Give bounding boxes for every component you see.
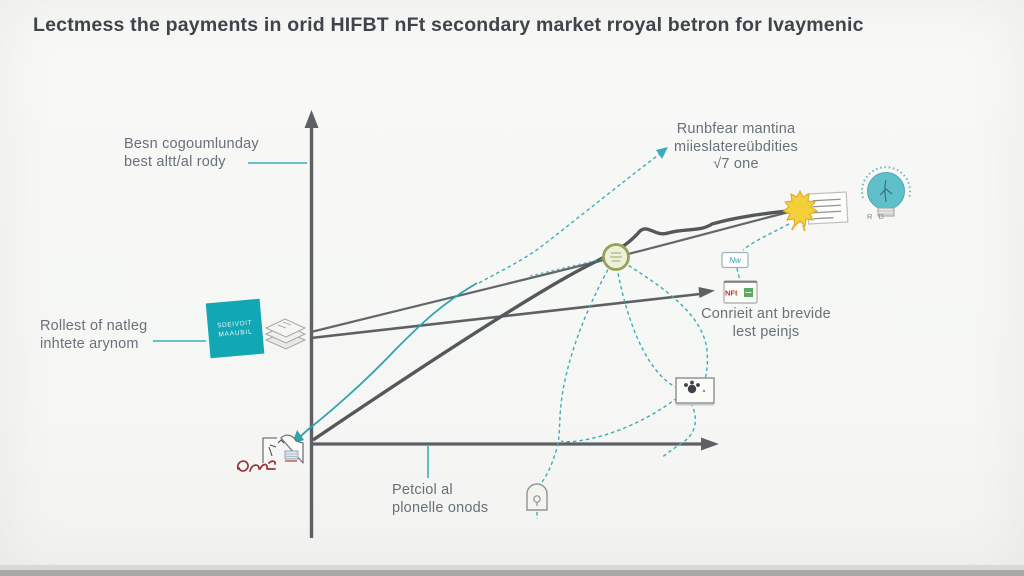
padlock-icon xyxy=(526,483,548,511)
award-badge-icon xyxy=(781,189,849,232)
coin-icon xyxy=(602,243,630,271)
label-top-right-line1: Runbfear mantina xyxy=(676,121,796,137)
label-top-left: Besn cogoumlunday best altt/al rody xyxy=(124,136,259,171)
bulb-filament xyxy=(879,179,893,203)
diagram-title: Lectmess the payments in orid HIFBT nFt … xyxy=(33,14,864,36)
y-axis xyxy=(304,110,319,538)
svg-text:Nw: Nw xyxy=(729,256,742,265)
label-bottom-line2: plonelle onods xyxy=(392,499,489,516)
svg-text:NFt: NFt xyxy=(725,289,738,298)
label-right-line2: lest peinjs xyxy=(732,323,800,340)
label-top-right-line3: √7 one xyxy=(713,156,759,172)
label-right-line1: Conrieit ant brevide xyxy=(701,306,831,322)
curve-coin-to-padlock xyxy=(539,263,612,486)
label-top-right: Runbfear mantina miieslatereübdities √7 … xyxy=(652,121,820,174)
svg-text:MAAUBIL: MAAUBIL xyxy=(218,329,253,339)
middle-arrow xyxy=(310,287,715,340)
paw-card-icon xyxy=(675,377,715,406)
label-bottom-line1: Petciol al xyxy=(392,482,453,498)
curve-along-trendline xyxy=(529,258,604,277)
label-left-line2: inhtete arynom xyxy=(40,335,139,352)
starburst xyxy=(781,189,819,228)
trend-line-steep xyxy=(312,208,796,442)
x-axis xyxy=(312,437,719,451)
curve-badge-to-tag xyxy=(742,223,790,251)
label-top-left-line2: best altt/al rody xyxy=(124,153,226,170)
red-signature-scribble xyxy=(236,460,276,472)
paper-stack-icon xyxy=(264,318,307,350)
house-sketch-icon xyxy=(262,434,304,464)
label-left-line1: Rollest of natleg xyxy=(40,318,148,334)
bottom-strip-dark xyxy=(0,570,1024,576)
dashed-curve-arrowhead xyxy=(656,147,668,159)
leader-lines xyxy=(153,162,429,478)
bottom-strip-light xyxy=(0,565,1024,570)
label-top-left-line1: Besn cogoumlunday xyxy=(124,136,259,152)
label-top-right-line2: miieslatereübdities xyxy=(674,138,798,155)
bulb-caption: R D xyxy=(867,212,886,221)
curve-tag-to-chip xyxy=(736,267,741,281)
teal-flow-line xyxy=(292,282,478,444)
label-bottom: Petciol al plonelle onods xyxy=(392,482,488,517)
label-right: Conrieit ant brevide lest peinjs xyxy=(700,306,832,341)
curve-card-loop-left xyxy=(560,397,678,443)
curve-card-down xyxy=(660,402,697,459)
teal-note-icon: SDEIVOIT MAAUBIL xyxy=(205,298,265,359)
label-left: Rollest of natleg inhtete arynom xyxy=(40,318,147,353)
curve-to-top-right xyxy=(478,150,665,284)
curve-coin-to-card-left xyxy=(616,266,676,388)
svg-text:SDEIVOIT: SDEIVOIT xyxy=(217,319,253,329)
lightbulb-icon xyxy=(861,166,911,217)
flow-curves xyxy=(478,150,790,519)
nft-chip-icon: NFt xyxy=(723,280,758,304)
price-tag-icon: Nw xyxy=(721,251,749,269)
